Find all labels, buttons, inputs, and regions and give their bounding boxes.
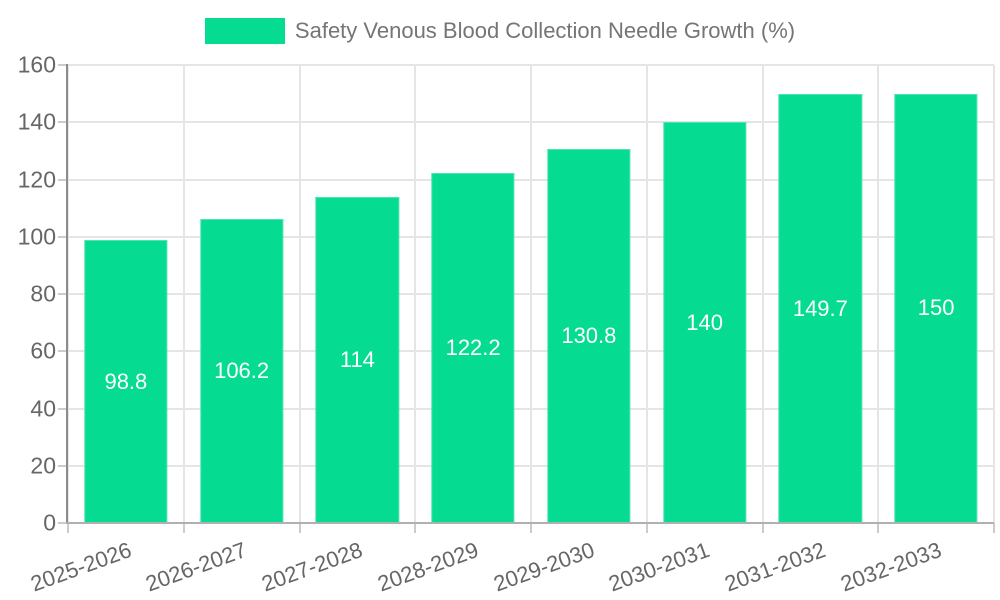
y-axis-tick (58, 350, 68, 353)
x-axis-tick (761, 523, 764, 533)
x-axis-tick (877, 523, 880, 533)
x-axis-label: 2026-2027 (142, 537, 251, 597)
y-axis-label: 40 (30, 395, 56, 421)
y-axis-label: 160 (17, 51, 56, 78)
x-axis-label: 2032-2033 (837, 537, 945, 597)
bar-2025-2026[interactable]: 98.8 (84, 240, 168, 523)
bar-value-label: 106.2 (214, 358, 270, 383)
x-axis-line (66, 522, 994, 524)
x-axis-label: 2031-2032 (721, 537, 829, 597)
y-axis-tick (58, 235, 68, 238)
x-axis-label: 2027-2028 (258, 537, 366, 597)
y-axis-tick (58, 64, 68, 66)
x-axis-label: 2028-2029 (374, 537, 482, 597)
bar-2029-2030[interactable]: 130.8 (547, 148, 631, 523)
legend-swatch (204, 18, 285, 44)
gridline-vertical (645, 65, 648, 523)
y-axis-label: 20 (30, 452, 56, 479)
x-axis-tick (67, 523, 69, 533)
y-axis-label: 100 (17, 223, 56, 250)
x-axis-tick (530, 523, 532, 533)
y-axis-label: 60 (30, 337, 56, 364)
gridline-vertical (414, 65, 417, 523)
bar-2028-2029[interactable]: 122.2 (431, 173, 515, 523)
gridline-vertical (530, 65, 532, 523)
bar-2027-2028[interactable]: 114 (315, 196, 400, 523)
gridline-vertical (67, 65, 69, 523)
y-axis-tick (58, 293, 68, 295)
x-axis-tick (645, 523, 648, 533)
y-axis-tick (58, 407, 68, 410)
y-axis-line (66, 64, 68, 524)
bar-value-label: 150 (917, 295, 955, 321)
gridline-vertical (182, 65, 185, 523)
legend[interactable]: Safety Venous Blood Collection Needle Gr… (0, 18, 1000, 44)
plot-area: 0 20 40 60 80 100 120 140 160 98.8 2025-2026 106.2 2… (18, 52, 995, 596)
y-axis-tick (58, 522, 68, 524)
y-axis-tick (58, 464, 68, 467)
bar-2031-2032[interactable]: 149.7 (778, 94, 863, 523)
bar-value-label: 140 (686, 309, 723, 335)
x-axis-tick (298, 523, 301, 533)
y-axis-label: 120 (17, 166, 56, 192)
y-axis-label: 80 (30, 280, 56, 307)
legend-label: Safety Venous Blood Collection Needle Gr… (294, 18, 796, 43)
gridline-vertical (877, 65, 880, 523)
bar-value-label: 130.8 (561, 322, 617, 348)
bar-2030-2031[interactable]: 140 (662, 122, 747, 523)
y-axis-tick (58, 121, 68, 124)
bar-value-label: 114 (339, 346, 375, 372)
x-axis-tick (182, 523, 185, 533)
x-axis-label: 2029-2030 (490, 537, 598, 597)
bar-value-label: 98.8 (104, 368, 148, 394)
bar-2026-2027[interactable]: 106.2 (199, 219, 284, 523)
bar-2032-2033[interactable]: 150 (894, 93, 978, 523)
x-axis-tick (414, 523, 417, 533)
bar-value-label: 122.2 (445, 335, 501, 361)
gridline-vertical (761, 65, 764, 523)
y-axis-label: 140 (17, 108, 56, 135)
x-axis-tick (993, 523, 995, 533)
gridline-vertical (298, 65, 301, 523)
x-axis-label: 2030-2031 (605, 537, 714, 597)
bar-value-label: 149.7 (792, 295, 848, 321)
y-axis-label: 0 (43, 509, 56, 536)
gridline-vertical (993, 65, 995, 523)
x-axis-label: 2025-2026 (27, 537, 135, 597)
y-axis-tick (58, 178, 68, 181)
